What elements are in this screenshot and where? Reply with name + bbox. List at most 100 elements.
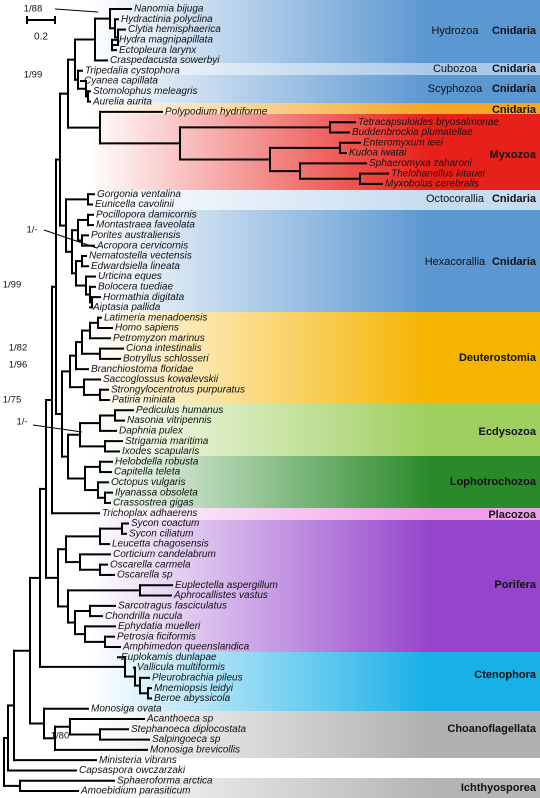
support-value: 1/96 bbox=[9, 360, 28, 371]
taxon-label: Capsaspora owczarzaki bbox=[79, 765, 186, 776]
taxon-label: Trichoplax adhaerens bbox=[102, 508, 197, 519]
taxon-label: Porites australiensis bbox=[91, 230, 180, 241]
labels: Hydrozoa Cnidaria Cubozoa Cnidaria Scyphozoa… bbox=[3, 4, 537, 797]
support-value: 1/99 bbox=[3, 280, 22, 291]
taxon-label: Hormathia digitata bbox=[103, 292, 185, 303]
leader-line bbox=[54, 8, 99, 13]
taxon-label: Urticina eques bbox=[98, 271, 162, 282]
taxon-label: Gorgonia ventalina bbox=[97, 189, 181, 200]
taxon-label: Enteromyxum leei bbox=[363, 137, 444, 148]
support-value: 1/80 bbox=[51, 731, 70, 742]
clade-label: Myxozoa bbox=[490, 149, 537, 161]
support-value: 1/82 bbox=[9, 343, 28, 354]
support-value: 1/99 bbox=[24, 70, 43, 81]
taxon-label: Mnemiopsis leidyi bbox=[154, 683, 234, 694]
rank-label: Hydrozoa bbox=[431, 25, 479, 37]
taxon-label: Pleurobrachia pileus bbox=[152, 672, 243, 683]
taxon-label: Petrosia ficiformis bbox=[117, 631, 196, 642]
taxon-label: Beroe abyssicola bbox=[154, 693, 231, 704]
taxon-label: Monosiga brevicollis bbox=[150, 745, 240, 756]
taxon-label: Octopus vulgaris bbox=[111, 477, 185, 488]
rank-label: Octocorallia bbox=[426, 193, 485, 205]
taxon-label: Corticium candelabrum bbox=[113, 549, 216, 560]
taxon-label: Nanomia bijuga bbox=[134, 4, 204, 15]
taxon-label: Homo sapiens bbox=[115, 323, 179, 334]
taxon-label: Strigamia maritima bbox=[125, 436, 209, 447]
taxon-label: Buddenbrockia plumatellae bbox=[352, 127, 473, 138]
taxon-label: Acropora cervicornis bbox=[96, 240, 188, 251]
clade-label: Cnidaria bbox=[492, 63, 537, 75]
taxon-label: Ilyanassa obsoleta bbox=[115, 487, 198, 498]
taxon-label: Sarcotragus fasciculatus bbox=[118, 600, 227, 611]
clade-label: Placozoa bbox=[488, 509, 537, 521]
taxon-label: Cyanea capillata bbox=[84, 76, 158, 87]
taxon-label: Pediculus humanus bbox=[136, 405, 223, 416]
taxon-label: Polypodium hydriforme bbox=[165, 107, 268, 118]
taxon-label: Aphrocallistes vastus bbox=[173, 590, 268, 601]
taxon-label: Tetracapsuloides bryosalmonae bbox=[358, 117, 499, 128]
taxon-label: Ectopleura larynx bbox=[119, 45, 197, 56]
rank-label: Scyphozoa bbox=[428, 83, 483, 95]
taxon-label: Ephydatia muelleri bbox=[118, 621, 201, 632]
clade-band bbox=[0, 0, 540, 63]
taxon-label: Chondrilla nucula bbox=[105, 611, 183, 622]
scale-label: 0.2 bbox=[34, 32, 48, 43]
taxon-label: Amphimedon queenslandica bbox=[122, 642, 250, 653]
leader-line bbox=[32, 424, 83, 433]
tree bbox=[3, 8, 389, 793]
taxon-label: Oscarella sp bbox=[117, 570, 173, 581]
taxon-label: Sphaeromyxa zaharoni bbox=[369, 158, 473, 169]
clade-band bbox=[0, 520, 540, 652]
clade-band bbox=[0, 652, 540, 711]
clade-label: Ichthyosporea bbox=[461, 782, 537, 794]
taxon-label: Saccoglossus kowalevskii bbox=[103, 374, 219, 385]
taxon-label: Hydractinia polyclina bbox=[121, 14, 213, 25]
taxon-label: Ciona intestinalis bbox=[126, 343, 202, 354]
taxon-label: Myxobolus cerebralis bbox=[385, 179, 479, 190]
taxon-label: Petromyzon marinus bbox=[113, 333, 205, 344]
clade-label: Choanoflagellata bbox=[447, 723, 537, 735]
taxon-label: Bolocera tuediae bbox=[98, 281, 173, 292]
taxon-label: Salpingoeca sp bbox=[152, 734, 221, 745]
taxon-label: Stomolophus meleagris bbox=[93, 86, 198, 97]
support-value: 1/- bbox=[26, 225, 37, 236]
taxon-label: Ministeria vibrans bbox=[99, 755, 177, 766]
taxon-label: Edwardsiella lineata bbox=[91, 261, 180, 272]
support-value: 1/- bbox=[16, 417, 27, 428]
taxon-label: Montastraea faveolata bbox=[96, 220, 195, 231]
taxon-label: Sycon coactum bbox=[131, 518, 199, 529]
clade-band bbox=[0, 508, 540, 520]
leader-line bbox=[43, 229, 98, 249]
clade-band bbox=[0, 404, 540, 456]
taxon-label: Branchiostoma floridae bbox=[91, 364, 194, 375]
taxon-label: Helobdella robusta bbox=[115, 456, 199, 467]
taxon-label: Daphnia pulex bbox=[119, 426, 184, 437]
clade-label: Cnidaria bbox=[492, 25, 537, 37]
taxon-label: Hydra magnipapillata bbox=[119, 35, 213, 46]
taxon-label: Thelohanellus kitauei bbox=[391, 168, 486, 179]
clade-label: Lophotrochozoa bbox=[450, 476, 537, 488]
taxon-label: Crassostrea gigas bbox=[113, 498, 194, 509]
taxon-label: Capitella teleta bbox=[114, 467, 181, 478]
taxon-label: Botryllus schlosseri bbox=[123, 354, 209, 365]
taxon-label: Latimeria menadoensis bbox=[104, 312, 207, 323]
clade-label: Cnidaria bbox=[492, 256, 537, 268]
taxon-label: Clytia hemisphaerica bbox=[128, 24, 221, 35]
taxon-label: Leucetta chagosensis bbox=[112, 539, 209, 550]
clade-label: Ecdysozoa bbox=[479, 426, 537, 438]
taxon-label: Aurelia aurita bbox=[92, 96, 152, 107]
taxon-label: Ixodes scapularis bbox=[122, 446, 199, 457]
taxon-label: Monosiga ovata bbox=[91, 703, 162, 714]
clade-band bbox=[0, 190, 540, 210]
taxon-label: Strongylocentrotus purpuratus bbox=[111, 384, 245, 395]
clade-label: Cnidaria bbox=[492, 83, 537, 95]
rank-label: Cubozoa bbox=[433, 63, 478, 75]
clade-band bbox=[0, 75, 540, 103]
taxon-label: Euplokamis dunlapae bbox=[121, 652, 217, 663]
taxon-label: Acanthoeca sp bbox=[146, 714, 214, 725]
taxon-label: Nematostella vectensis bbox=[89, 251, 192, 262]
taxon-label: Eunicella cavolinii bbox=[95, 199, 175, 210]
clade-label: Deuterostomia bbox=[459, 352, 537, 364]
taxon-label: Craspedacusta sowerbyi bbox=[110, 55, 220, 66]
